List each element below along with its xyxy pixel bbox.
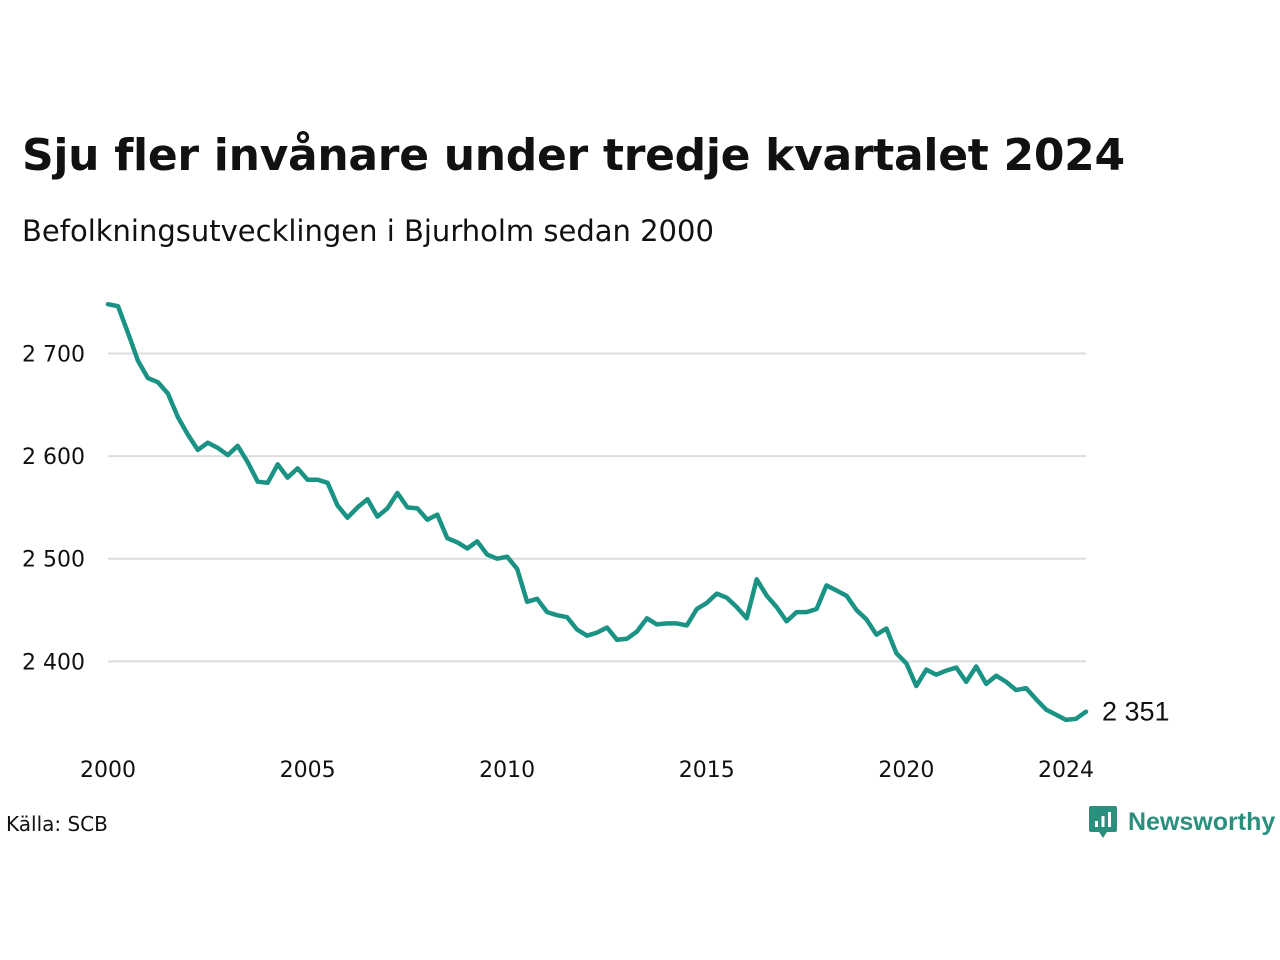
- chart-title: Sju fler invånare under tredje kvartalet…: [22, 130, 1125, 181]
- newsworthy-logo-icon: [1089, 806, 1117, 838]
- y-tick-label: 2 400: [22, 650, 85, 675]
- x-tick-label: 2005: [280, 758, 336, 783]
- x-tick-label: 2015: [679, 758, 735, 783]
- x-tick-label: 2024: [1038, 758, 1094, 783]
- newsworthy-logo-text: Newsworthy: [1128, 807, 1276, 836]
- x-tick-label: 2010: [479, 758, 535, 783]
- y-tick-label: 2 600: [22, 445, 85, 470]
- line-chart: 2 400 2 500 2 600 2 700 2000 2005 2010 2015 202…: [22, 301, 1170, 783]
- source-note: Källa: SCB: [6, 812, 108, 836]
- end-value-label: 2 351: [1102, 697, 1170, 727]
- y-axis-ticks: 2 400 2 500 2 600 2 700: [22, 342, 85, 675]
- y-tick-label: 2 500: [22, 548, 85, 573]
- newsworthy-logo: Newsworthy: [1088, 804, 1275, 840]
- grid-lines: [108, 352, 1086, 663]
- x-tick-label: 2020: [878, 758, 934, 783]
- chart-subtitle: Befolkningsutvecklingen i Bjurholm sedan…: [22, 214, 714, 248]
- x-tick-label: 2000: [80, 758, 136, 783]
- population-line: [105, 301, 1089, 723]
- y-tick-label: 2 700: [22, 342, 85, 367]
- x-axis-ticks: 2000 2005 2010 2015 2020 2024: [80, 758, 1094, 783]
